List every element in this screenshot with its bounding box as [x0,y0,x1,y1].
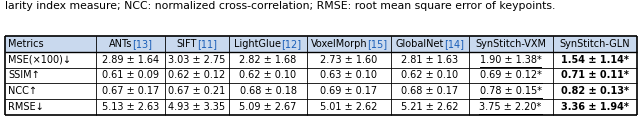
Text: 0.61 ± 0.09: 0.61 ± 0.09 [102,70,159,80]
Text: 2.82 ± 1.68: 2.82 ± 1.68 [239,55,297,65]
Text: VoxelMorph: VoxelMorph [310,39,367,49]
Text: Metrics: Metrics [8,39,44,49]
Text: SSIM↑: SSIM↑ [8,70,40,80]
Text: ANTs: ANTs [109,39,132,49]
Text: SynStitch-VXM: SynStitch-VXM [475,39,546,49]
Text: [14]: [14] [444,39,464,49]
Bar [5,36,637,115]
Text: MSE(×100)↓: MSE(×100)↓ [8,55,71,65]
Text: 0.78 ± 0.15*: 0.78 ± 0.15* [479,86,541,96]
Text: 2.73 ± 1.60: 2.73 ± 1.60 [320,55,378,65]
Text: 0.68 ± 0.18: 0.68 ± 0.18 [239,86,296,96]
Text: 1.54 ± 1.14*: 1.54 ± 1.14* [561,55,628,65]
Text: SIFT: SIFT [177,39,197,49]
Text: 0.63 ± 0.10: 0.63 ± 0.10 [321,70,378,80]
Text: 0.62 ± 0.10: 0.62 ± 0.10 [401,70,458,80]
Text: GlobalNet: GlobalNet [396,39,444,49]
Text: 3.75 ± 2.20*: 3.75 ± 2.20* [479,102,541,112]
Bar [5,36,637,52]
Text: 1.90 ± 1.38*: 1.90 ± 1.38* [480,55,541,65]
Text: 4.93 ± 3.35: 4.93 ± 3.35 [168,102,226,112]
Text: 5.01 ± 2.62: 5.01 ± 2.62 [320,102,378,112]
Text: 5.09 ± 2.67: 5.09 ± 2.67 [239,102,297,112]
Text: 3.36 ± 1.94*: 3.36 ± 1.94* [561,102,628,112]
Text: larity index measure; NCC: normalized cross-correlation; RMSE: root mean square : larity index measure; NCC: normalized cr… [5,1,556,11]
Text: 2.81 ± 1.63: 2.81 ± 1.63 [401,55,458,65]
Text: [11]: [11] [197,39,217,49]
Text: 5.21 ± 2.62: 5.21 ± 2.62 [401,102,458,112]
Text: [12]: [12] [282,39,301,49]
Text: 0.62 ± 0.10: 0.62 ± 0.10 [239,70,296,80]
Text: 5.13 ± 2.63: 5.13 ± 2.63 [102,102,159,112]
Text: 2.89 ± 1.64: 2.89 ± 1.64 [102,55,159,65]
Text: 3.03 ± 2.75: 3.03 ± 2.75 [168,55,226,65]
Text: 0.67 ± 0.17: 0.67 ± 0.17 [102,86,159,96]
Text: NCC↑: NCC↑ [8,86,37,96]
Text: 0.69 ± 0.17: 0.69 ± 0.17 [321,86,378,96]
Text: RMSE↓: RMSE↓ [8,102,44,112]
Text: 0.69 ± 0.12*: 0.69 ± 0.12* [479,70,541,80]
Text: [13]: [13] [132,39,152,49]
Text: 0.62 ± 0.12: 0.62 ± 0.12 [168,70,226,80]
Text: 0.67 ± 0.21: 0.67 ± 0.21 [168,86,226,96]
Text: SynStitch-GLN: SynStitch-GLN [559,39,630,49]
Text: 0.82 ± 0.13*: 0.82 ± 0.13* [561,86,628,96]
Text: 0.68 ± 0.17: 0.68 ± 0.17 [401,86,458,96]
Text: LightGlue: LightGlue [234,39,282,49]
Text: 0.71 ± 0.11*: 0.71 ± 0.11* [561,70,628,80]
Text: [15]: [15] [367,39,387,49]
